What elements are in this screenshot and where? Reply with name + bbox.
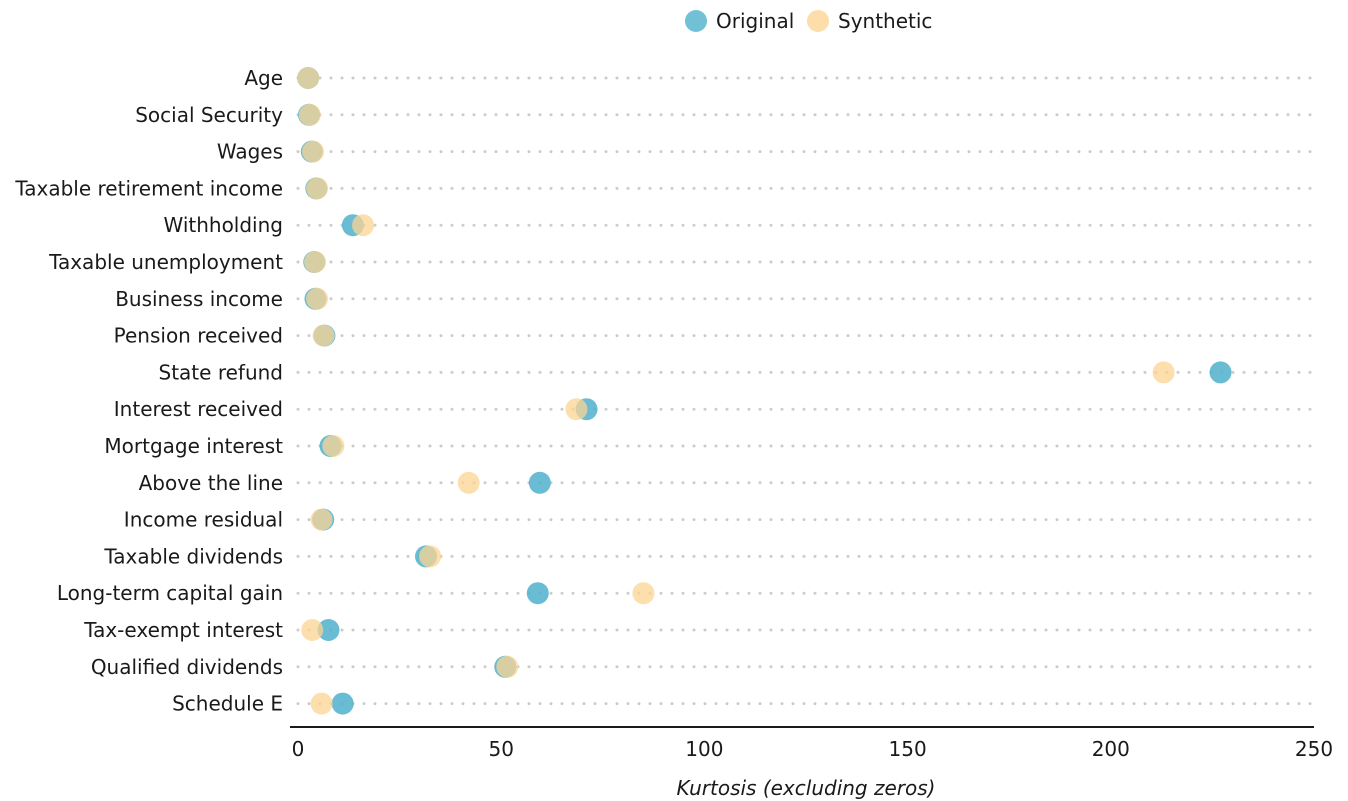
x-tick-label: 100 [685,737,723,761]
x-tick-label: 250 [1295,737,1333,761]
point-synthetic [310,692,333,715]
point-synthetic [352,214,375,237]
category-label: Taxable retirement income [14,176,283,200]
guide-lines [296,76,1316,706]
category-label: Qualified dividends [91,655,283,679]
point-original [526,582,549,605]
point-synthetic [304,251,327,273]
x-tick-label: 50 [488,737,513,761]
category-label: Age [244,66,283,90]
legend-label-original: Original [716,9,794,33]
point-synthetic [565,398,588,421]
category-label: Mortgage interest [104,434,283,458]
point-synthetic [298,103,321,126]
category-label: Above the line [139,471,283,495]
category-label: Taxable dividends [103,544,283,568]
x-tick-label: 200 [1092,737,1130,761]
category-label: State refund [159,360,283,384]
legend: Original Synthetic [685,9,932,33]
x-axis-title: Kurtosis (excluding zeros) [677,776,936,800]
legend-marker-original [685,10,707,32]
point-original [317,619,340,641]
point-synthetic [496,655,519,678]
point-synthetic [306,287,329,310]
x-tick-label: 150 [889,737,927,761]
point-synthetic [632,582,655,605]
category-label: Business income [115,287,283,311]
point-synthetic [457,471,480,494]
point-synthetic [302,140,325,163]
category-label: Schedule E [172,692,283,716]
point-synthetic [301,619,324,641]
x-axis: 0 50 100 150 200 250 [290,726,1333,761]
point-synthetic [322,435,345,457]
category-label: Tax-exempt interest [83,618,283,642]
point-original [1209,361,1232,384]
legend-marker-synthetic [807,10,829,32]
category-labels: Age Social Security Wages Taxable retiremen… [14,66,283,716]
point-synthetic [310,508,333,531]
data-points [297,67,1232,715]
category-label: Withholding [163,213,283,237]
category-label: Interest received [114,397,283,421]
point-synthetic [1152,361,1175,384]
point-synthetic [306,177,329,200]
category-label: Wages [217,140,283,164]
legend-label-synthetic: Synthetic [838,9,932,33]
x-tick-label: 0 [292,737,305,761]
point-original [528,471,551,494]
category-label: Social Security [135,103,283,127]
category-label: Long-term capital gain [57,581,283,605]
category-label: Income residual [124,508,283,532]
category-label: Taxable unemployment [48,250,283,274]
category-label: Pension received [114,324,283,348]
point-synthetic [312,324,335,347]
point-synthetic [419,545,442,568]
point-original [331,692,354,715]
point-synthetic [297,67,320,89]
